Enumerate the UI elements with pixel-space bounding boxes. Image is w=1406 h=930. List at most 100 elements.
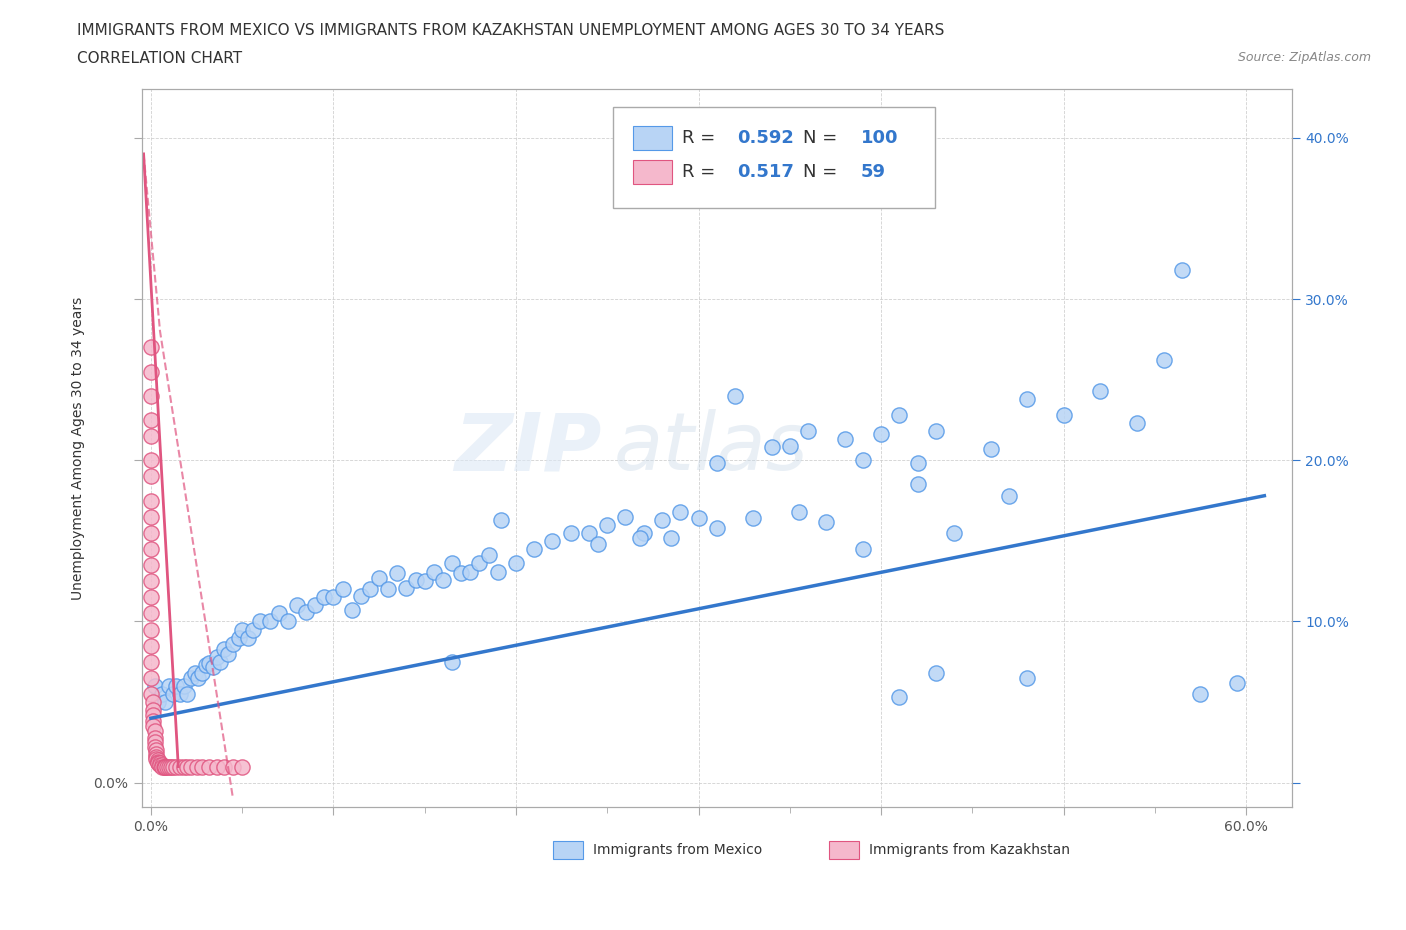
Point	[423, 565, 446, 579]
Text: IMMIGRANTS FROM MEXICO VS IMMIGRANTS FROM KAZAKHSTAN UNEMPLOYMENT AMONG AGES 30 : IMMIGRANTS FROM MEXICO VS IMMIGRANTS FRO…	[77, 23, 945, 38]
Point	[614, 510, 637, 525]
Point	[139, 389, 162, 404]
Point	[169, 759, 191, 774]
Point	[491, 512, 513, 527]
Point	[706, 521, 728, 536]
Point	[143, 730, 166, 745]
Point	[139, 671, 162, 685]
Text: Source: ZipAtlas.com: Source: ZipAtlas.com	[1237, 51, 1371, 64]
Point	[441, 655, 464, 670]
Point	[148, 752, 170, 767]
Text: N =: N =	[803, 129, 844, 147]
Point	[149, 758, 172, 773]
Point	[143, 679, 166, 694]
Point	[142, 714, 165, 729]
Point	[139, 429, 162, 444]
Point	[173, 759, 195, 774]
Point	[432, 572, 454, 587]
Point	[222, 759, 245, 774]
Text: Immigrants from Mexico: Immigrants from Mexico	[592, 843, 762, 857]
Point	[139, 469, 162, 484]
Point	[155, 759, 177, 774]
Point	[186, 759, 208, 774]
Point	[165, 679, 187, 694]
Point	[145, 743, 167, 758]
Text: R =: R =	[682, 163, 721, 181]
Point	[815, 514, 838, 529]
Point	[139, 686, 162, 701]
Point	[669, 504, 692, 519]
Point	[350, 589, 373, 604]
Point	[870, 427, 893, 442]
Point	[441, 556, 464, 571]
Point	[413, 574, 436, 589]
Point	[139, 493, 162, 508]
Point	[277, 614, 299, 629]
FancyBboxPatch shape	[633, 160, 672, 184]
Point	[706, 456, 728, 471]
Point	[395, 580, 418, 595]
Point	[150, 759, 173, 774]
Point	[259, 614, 281, 629]
Point	[925, 666, 948, 681]
Point	[139, 453, 162, 468]
Point	[1153, 352, 1175, 367]
Point	[285, 598, 308, 613]
Point	[1226, 675, 1249, 690]
Point	[143, 735, 166, 750]
Point	[139, 510, 162, 525]
Point	[787, 504, 810, 519]
Point	[194, 658, 217, 672]
Point	[139, 541, 162, 556]
Point	[187, 671, 209, 685]
Point	[468, 556, 491, 571]
Point	[505, 556, 527, 571]
Point	[907, 456, 929, 471]
Point	[180, 759, 202, 774]
Point	[139, 590, 162, 604]
Point	[314, 590, 336, 604]
FancyBboxPatch shape	[554, 841, 583, 859]
Point	[478, 548, 501, 563]
Point	[142, 695, 165, 710]
Point	[155, 759, 177, 774]
Point	[222, 637, 245, 652]
Point	[322, 590, 344, 604]
Point	[152, 759, 174, 774]
Point	[377, 582, 399, 597]
Point	[176, 686, 198, 701]
Point	[651, 512, 673, 527]
Point	[145, 751, 167, 766]
Point	[368, 570, 391, 585]
Point	[150, 686, 173, 701]
Text: 59: 59	[860, 163, 886, 181]
Text: 100: 100	[860, 129, 898, 147]
Point	[242, 622, 264, 637]
Point	[852, 453, 875, 468]
Text: N =: N =	[803, 163, 844, 181]
Point	[139, 655, 162, 670]
Point	[205, 649, 228, 664]
Point	[143, 740, 166, 755]
Point	[1189, 686, 1212, 701]
Point	[267, 606, 290, 621]
Point	[359, 582, 381, 597]
Point	[145, 746, 167, 761]
Point	[596, 517, 619, 532]
Point	[907, 477, 929, 492]
Point	[231, 759, 253, 774]
Point	[139, 622, 162, 637]
Point	[157, 679, 180, 694]
Point	[156, 759, 179, 774]
Point	[142, 703, 165, 718]
Point	[943, 525, 966, 540]
Point	[541, 534, 564, 549]
Point	[142, 719, 165, 734]
Point	[191, 759, 214, 774]
Point	[183, 666, 205, 681]
Point	[157, 759, 180, 774]
Point	[852, 541, 875, 556]
Point	[148, 756, 170, 771]
Point	[160, 759, 183, 774]
Text: R =: R =	[682, 129, 721, 147]
